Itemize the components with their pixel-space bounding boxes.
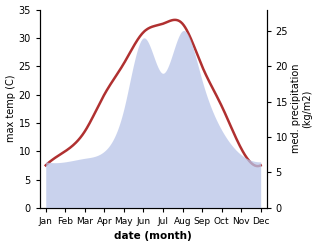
Y-axis label: med. precipitation
(kg/m2): med. precipitation (kg/m2): [291, 64, 313, 153]
Y-axis label: max temp (C): max temp (C): [5, 75, 16, 143]
X-axis label: date (month): date (month): [114, 231, 192, 242]
